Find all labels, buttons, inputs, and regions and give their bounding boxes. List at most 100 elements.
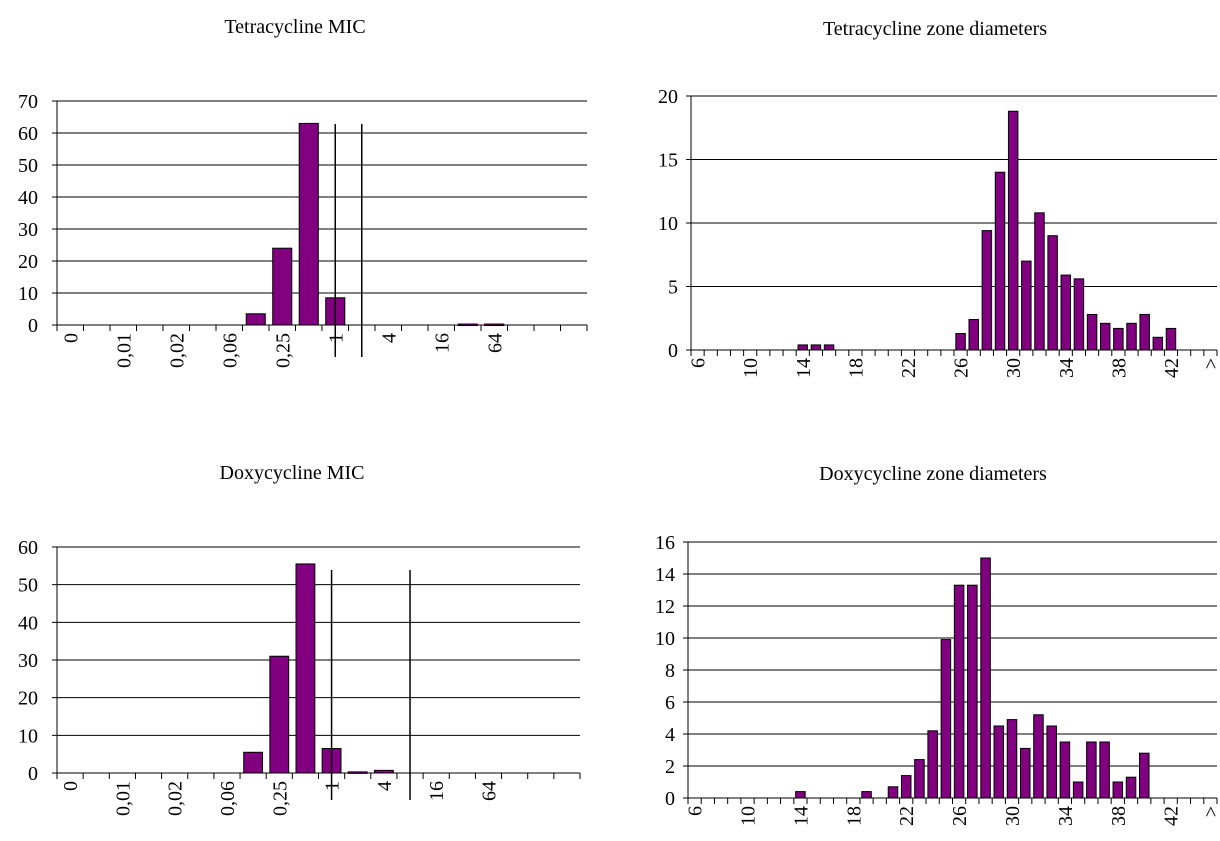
y-tick-label: 30 (18, 219, 38, 241)
bar (295, 563, 316, 774)
y-tick-label: 14 (655, 564, 675, 586)
bar (1126, 322, 1137, 351)
chart-doxycycline-mic: Doxycycline MIC 0 10 20 30 40 50 60 0 0,01 0,02 0,… (0, 420, 610, 841)
bar (1099, 741, 1110, 799)
x-tick-label: 18 (845, 358, 867, 378)
bar (1099, 322, 1111, 351)
y-tick-label: 20 (18, 251, 38, 273)
y-tick-label: 10 (18, 283, 38, 305)
bar (823, 344, 835, 351)
bar (953, 584, 965, 799)
bar (1046, 725, 1057, 799)
x-tick-label: 0,01 (112, 781, 134, 816)
bar (887, 786, 899, 799)
x-tick-label: 10 (740, 358, 762, 378)
bar (272, 247, 293, 326)
x-tick-label: 64 (484, 333, 506, 353)
y-tick-label: 10 (18, 725, 38, 747)
x-tick-label: 4 (374, 781, 396, 791)
y-tick-label: 40 (18, 612, 38, 634)
x-tick-label: > (1200, 806, 1220, 817)
x-tick-label: 34 (1055, 806, 1077, 826)
bar (968, 319, 979, 351)
y-tick-label: 16 (655, 532, 675, 554)
bar (1060, 274, 1072, 351)
y-tick-label: 0 (28, 763, 38, 785)
y-tick-label: 50 (18, 575, 38, 597)
x-tick-label: 0,06 (219, 333, 241, 368)
x-tick-label: 38 (1108, 806, 1130, 826)
y-tick-label: 12 (655, 596, 675, 618)
y-tick-label: 0 (665, 788, 675, 810)
y-tick-label: 30 (18, 650, 38, 672)
bar (298, 122, 319, 326)
chart-title: Doxycycline MIC (219, 462, 365, 484)
bar (1073, 278, 1085, 351)
chart-title: Doxycycline zone diameters (819, 463, 1047, 485)
bar (243, 751, 264, 774)
y-tick-label: 0 (668, 340, 678, 362)
bar (980, 557, 991, 799)
x-tick-label: 4 (378, 333, 400, 343)
bar (1113, 327, 1124, 351)
y-tick-label: 6 (665, 692, 675, 714)
x-tick-label: 0 (60, 781, 82, 791)
bar (1021, 260, 1032, 351)
bar (900, 775, 912, 799)
y-tick-label: 10 (655, 628, 675, 650)
bar (1139, 752, 1150, 799)
chart-svg: 0 10 20 30 40 50 60 70 0 0,01 0,02 0,06 0,25 1 4 16 64 (18, 91, 588, 368)
x-tick-label: 0,01 (113, 333, 135, 368)
bar (981, 230, 993, 351)
bar (993, 725, 1005, 799)
bar (914, 759, 925, 799)
bar (1165, 327, 1177, 351)
x-tick-label: 0,25 (269, 781, 291, 816)
bar (861, 791, 872, 799)
x-tick-label: 38 (1108, 358, 1130, 378)
x-tick-label: 10 (738, 806, 760, 826)
y-tick-label: 20 (18, 688, 38, 710)
chart-tetracycline-zone-diameters: Tetracycline zone diameters 0 5 10 15 20 6 10 1… (610, 0, 1220, 420)
bar (1125, 776, 1137, 799)
x-tick-label: 30 (1003, 358, 1025, 378)
x-tick-label: 16 (431, 333, 453, 353)
x-tick-label: 26 (951, 358, 973, 378)
x-tick-label: 16 (426, 781, 448, 801)
x-tick-label: 42 (1161, 358, 1183, 378)
x-tick-label: 14 (790, 806, 812, 826)
x-tick-label: 64 (478, 781, 500, 801)
bar (1072, 781, 1084, 799)
x-tick-label: 22 (898, 358, 920, 378)
bar (1112, 781, 1124, 799)
bar (940, 639, 952, 799)
x-tick-label: 26 (949, 806, 971, 826)
x-tick-label: 34 (1056, 358, 1078, 378)
x-tick-label: 0 (60, 333, 82, 343)
y-tick-label: 40 (18, 187, 38, 209)
y-tick-label: 2 (665, 756, 675, 778)
x-tick-label: 42 (1161, 806, 1183, 826)
bar (1139, 313, 1150, 351)
bar (1006, 719, 1018, 799)
chart-svg: 0 10 20 30 40 50 60 0 0,01 0,02 0,06 0,25 1 4 16 64 (18, 537, 581, 816)
x-tick-label: 0,25 (272, 333, 294, 368)
bar (245, 313, 266, 326)
bar (1086, 313, 1098, 351)
y-tick-label: 10 (658, 213, 678, 235)
x-tick-label: 0,02 (166, 333, 188, 368)
bar (1034, 212, 1045, 351)
chart-svg: 0 2 4 6 8 10 12 14 16 6 10 14 18 22 26 30 34 38 42 > (655, 532, 1220, 826)
bar (1152, 336, 1164, 351)
bar (484, 323, 505, 327)
bar (927, 730, 938, 799)
y-tick-label: 15 (658, 150, 678, 172)
bar (994, 171, 1006, 351)
bar (1047, 235, 1058, 351)
y-tick-label: 0 (28, 315, 38, 337)
x-tick-label: 6 (685, 806, 707, 816)
y-tick-label: 50 (18, 155, 38, 177)
bar (1086, 741, 1097, 799)
bar (1059, 741, 1071, 799)
bar (797, 344, 809, 351)
